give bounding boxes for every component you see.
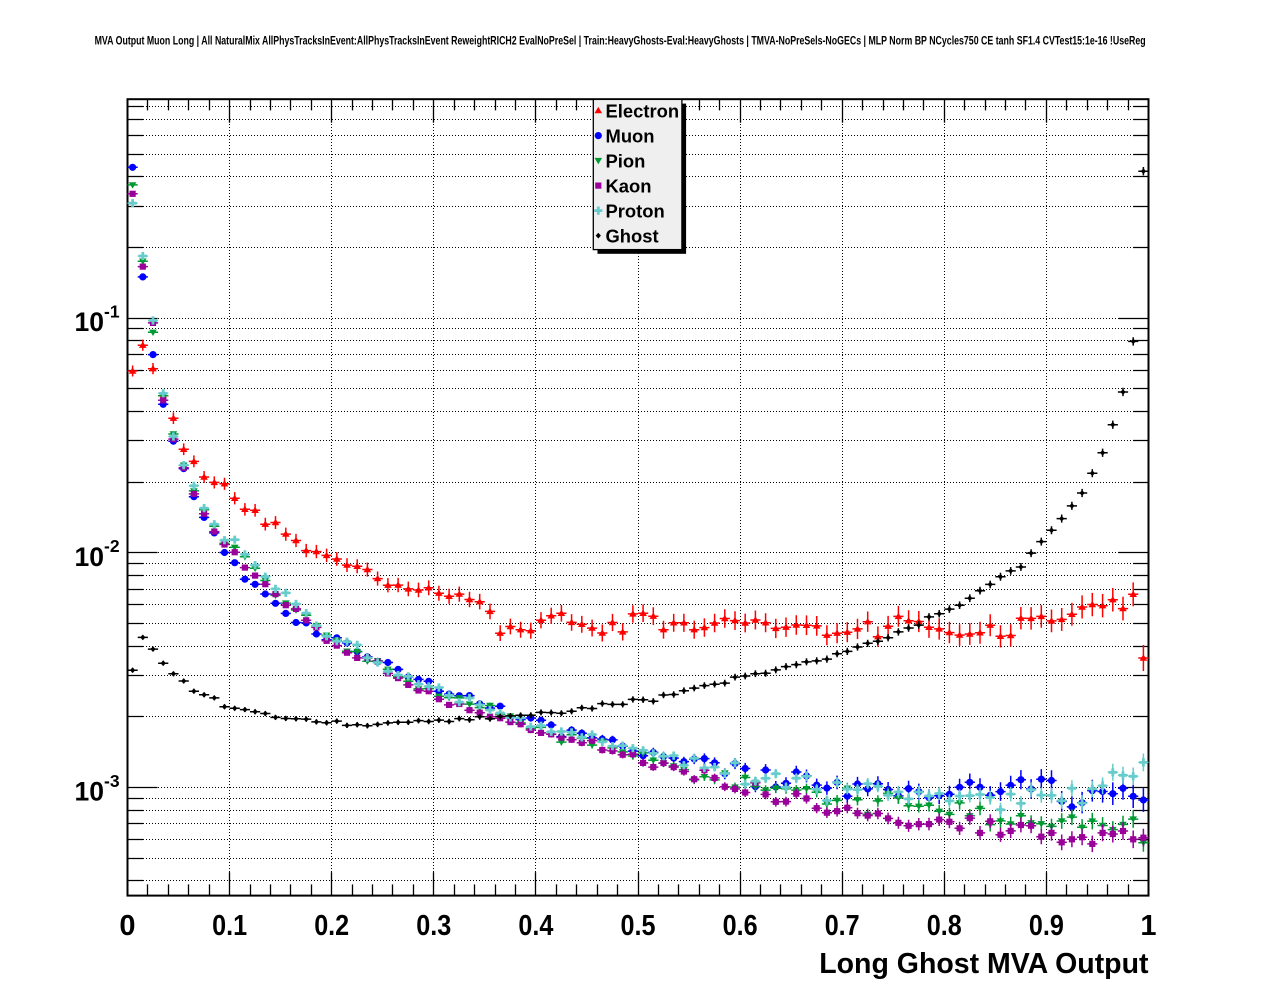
svg-text:0.2: 0.2 bbox=[314, 910, 349, 942]
svg-text:Electron: Electron bbox=[606, 100, 680, 121]
svg-text:0.6: 0.6 bbox=[723, 910, 758, 942]
svg-text:10: 10 bbox=[75, 542, 104, 572]
svg-text:10: 10 bbox=[75, 777, 104, 807]
svg-text:-1: -1 bbox=[104, 302, 120, 322]
svg-text:Ghost: Ghost bbox=[606, 225, 659, 246]
svg-text:Proton: Proton bbox=[606, 200, 665, 221]
svg-text:Kaon: Kaon bbox=[606, 175, 652, 196]
svg-text:Muon: Muon bbox=[606, 125, 655, 146]
svg-text:0.1: 0.1 bbox=[212, 910, 247, 942]
svg-text:Long Ghost MVA Output: Long Ghost MVA Output bbox=[819, 948, 1149, 980]
svg-text:MVA Output Muon Long | All Nat: MVA Output Muon Long | All NaturalMix Al… bbox=[95, 36, 1146, 48]
svg-text:0.9: 0.9 bbox=[1029, 910, 1064, 942]
svg-text:-3: -3 bbox=[104, 771, 120, 791]
svg-text:0.7: 0.7 bbox=[825, 910, 860, 942]
svg-text:1: 1 bbox=[1140, 910, 1156, 942]
svg-text:Pion: Pion bbox=[606, 150, 646, 171]
svg-text:10: 10 bbox=[75, 307, 104, 337]
svg-text:0.5: 0.5 bbox=[621, 910, 656, 942]
svg-text:0.8: 0.8 bbox=[927, 910, 962, 942]
svg-text:0.4: 0.4 bbox=[518, 910, 553, 942]
svg-text:-2: -2 bbox=[104, 536, 120, 556]
svg-text:0.3: 0.3 bbox=[416, 910, 451, 942]
svg-text:0: 0 bbox=[119, 910, 135, 942]
